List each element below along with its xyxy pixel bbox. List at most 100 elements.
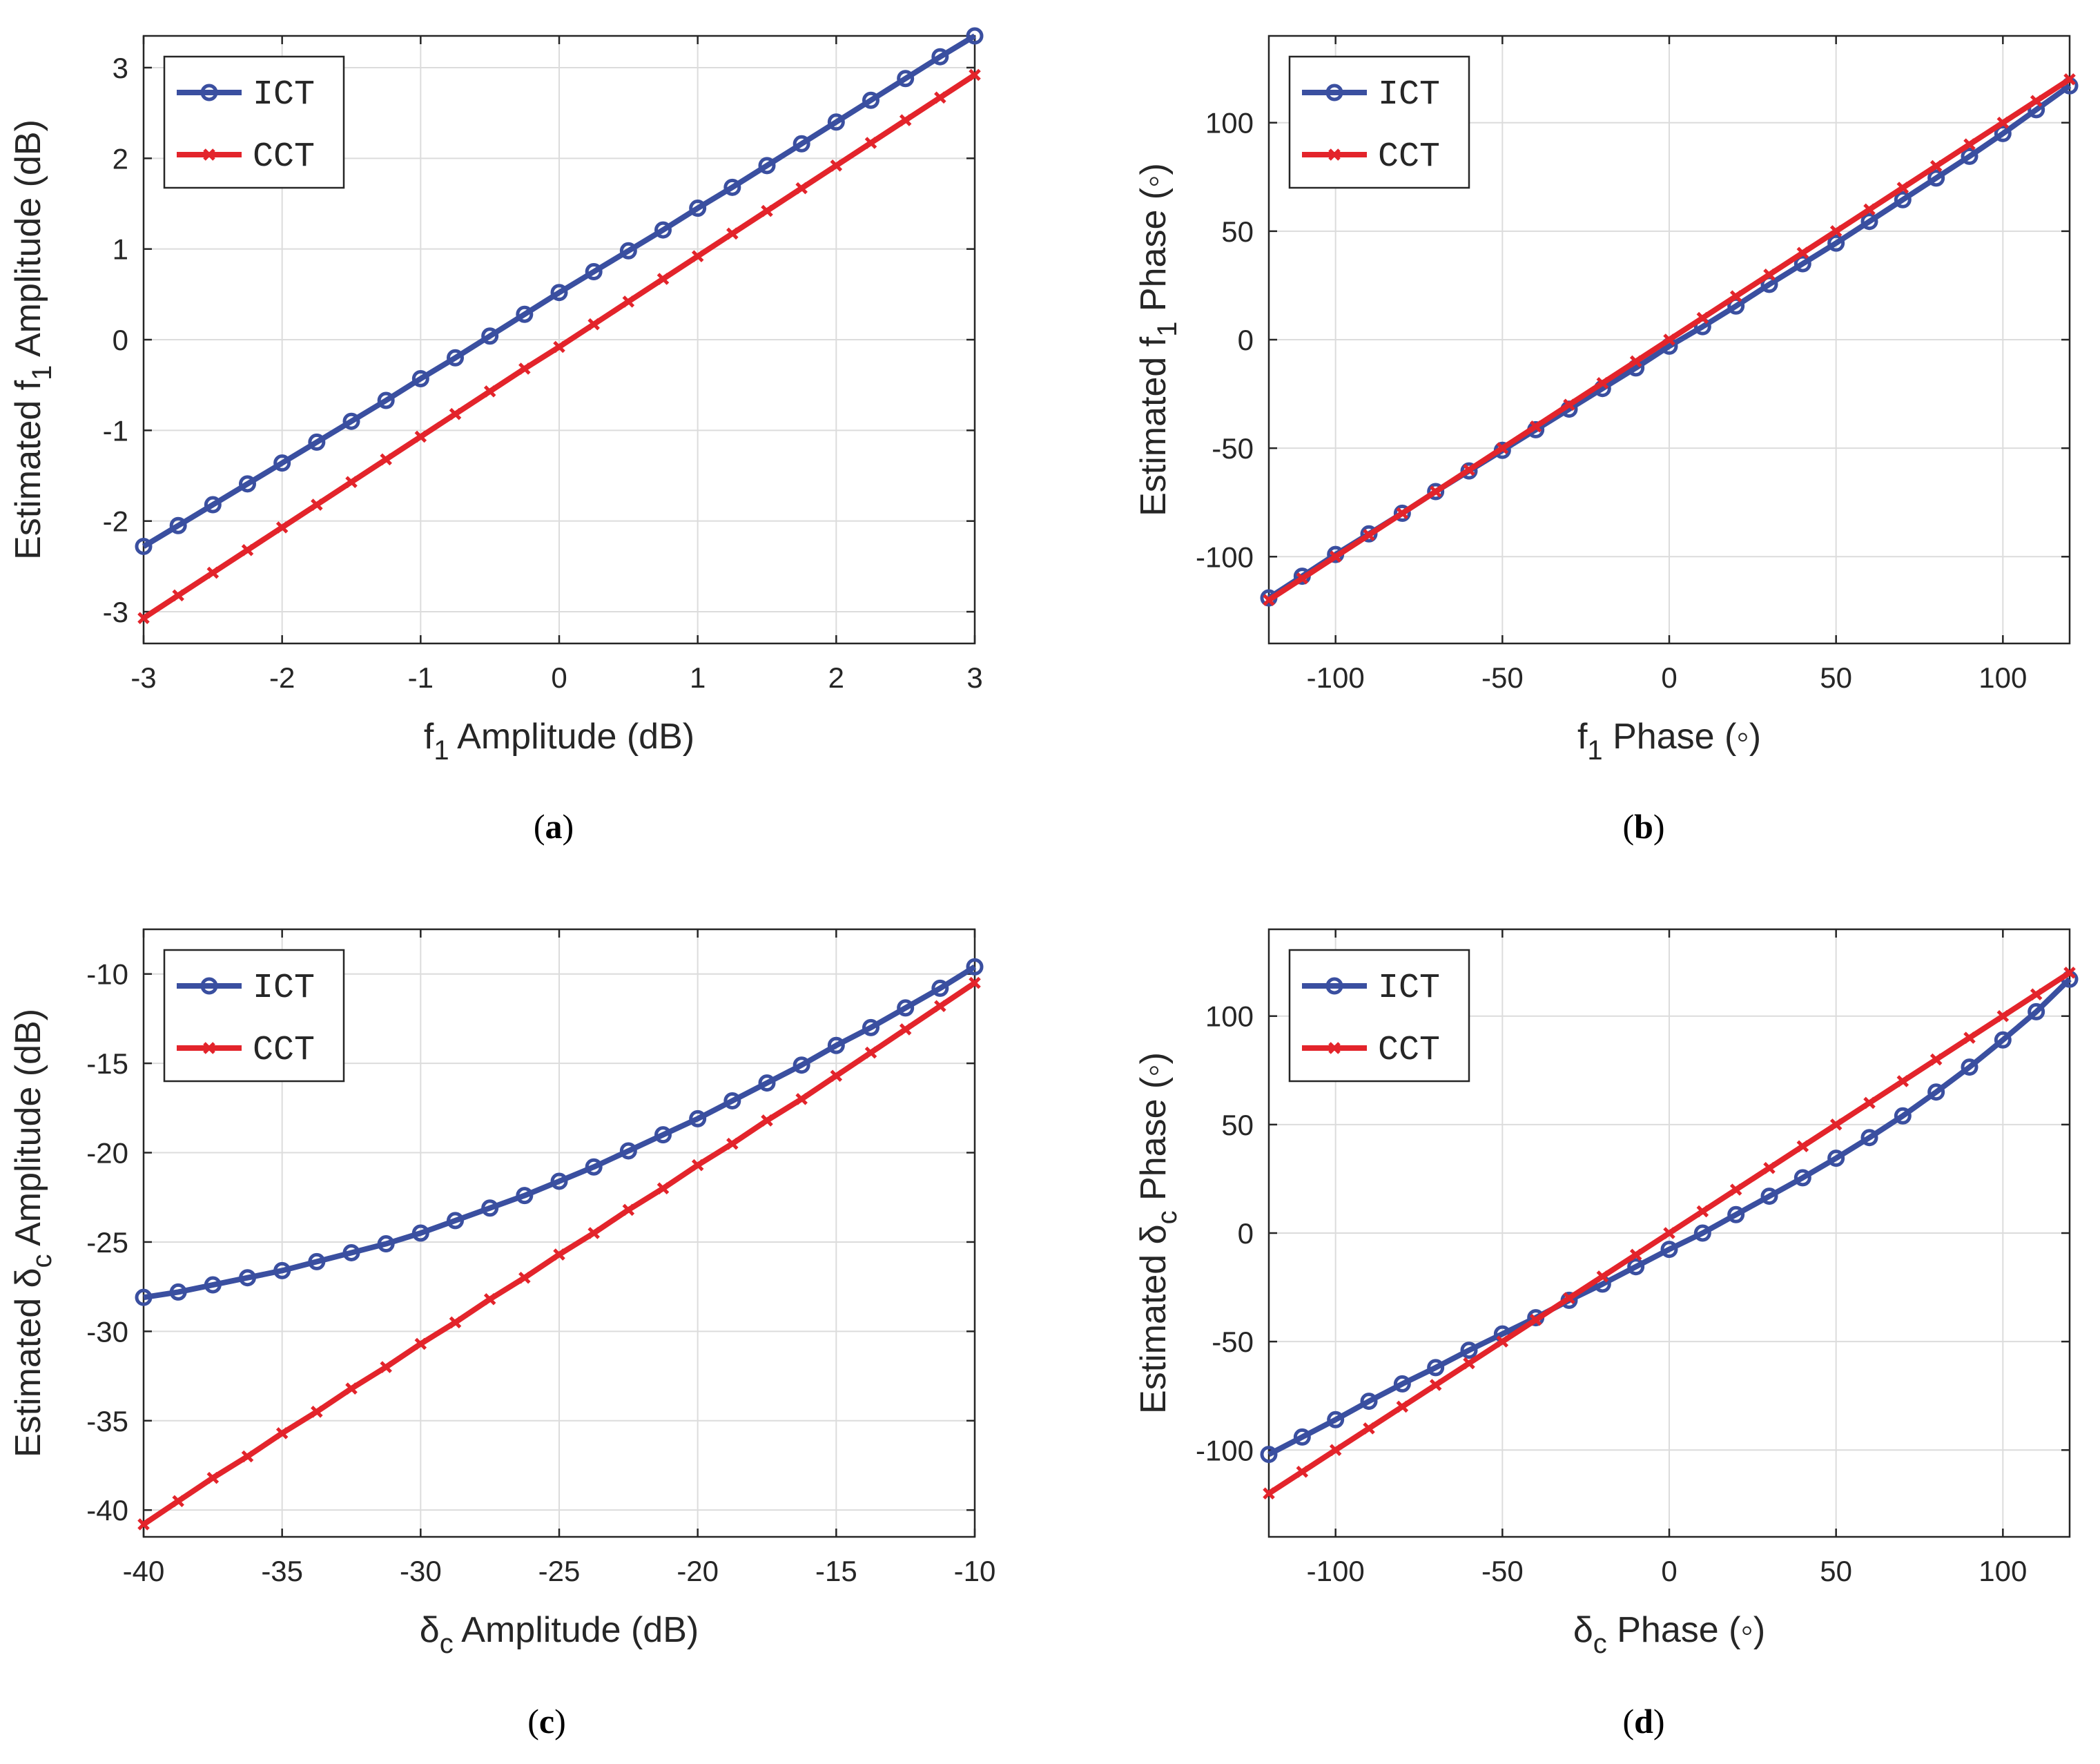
legend: ICT CCT [163,55,345,189]
legend-marker-ict [1325,84,1343,101]
legend-marker-ict [200,977,218,995]
y-tick-label: 0 [113,324,128,356]
data-point-cct [1563,1292,1575,1305]
data-point-cct [1396,1400,1409,1413]
data-point-ict [2028,1002,2045,1020]
x-tick-label: 50 [1820,661,1852,694]
data-point-ict [1360,1393,1378,1411]
data-point-cct [1696,311,1709,324]
x-axis-label: δc Amplitude (dB) [420,1610,699,1659]
data-point-cct [553,1248,565,1261]
data-point-ict [411,369,429,387]
data-point-ict [619,1142,637,1160]
x-tick-label: -100 [1307,1555,1365,1587]
data-point-ict [966,27,984,45]
data-point-cct [414,1337,427,1350]
data-point-cct [830,159,843,172]
x-tick-label: 100 [1979,1555,2027,1587]
x-tick-label: 3 [966,661,982,694]
data-point-cct [969,68,981,81]
y-tick-label: -15 [86,1047,128,1080]
legend-box [163,949,345,1083]
y-tick-label: 1 [113,233,128,266]
data-point-ict [411,1224,429,1242]
y-tick-label: 50 [1221,1109,1254,1141]
data-point-cct [899,1023,912,1036]
data-point-cct [1529,1313,1542,1326]
data-point-ict [1827,234,1845,252]
data-point-cct [1396,507,1409,520]
data-point-cct [622,295,635,308]
data-point-ict [862,1018,879,1036]
data-point-ict [239,475,256,493]
x-tick-label: -50 [1481,661,1524,694]
data-point-cct [241,1450,254,1463]
data-point-ict [1760,1188,1778,1205]
legend: ICT CCT [163,949,345,1083]
data-point-ict [1927,1083,1945,1101]
data-point-cct [553,340,565,353]
legend-label: CCT [1378,1031,1440,1070]
data-point-ict [447,1212,464,1230]
data-point-cct [587,1227,600,1239]
legend-marker-cct [1328,148,1341,161]
data-point-cct [1363,529,1375,541]
data-point-cct [137,612,150,624]
x-axis-label: f1 Amplitude (dB) [424,717,694,766]
data-point-cct [795,182,808,195]
y-tick-label: 50 [1221,215,1254,248]
data-point-ict [135,537,153,555]
data-point-ict [1460,462,1478,480]
data-point-cct [691,1159,704,1172]
legend-marker-cct [1328,1042,1341,1054]
legend-label: CCT [1378,137,1440,177]
data-point-cct [206,1471,220,1484]
y-tick-label: 0 [1238,324,1254,356]
data-point-cct [1963,138,1976,151]
x-tick-label: -25 [538,1555,581,1587]
y-tick-label: 3 [113,52,128,84]
data-point-ict [239,1269,256,1287]
data-point-ict [654,1126,672,1144]
data-point-cct [449,1316,462,1329]
data-point-ict [793,1056,810,1074]
data-point-cct [1696,1205,1709,1218]
data-point-cct [1263,1487,1275,1500]
chart-a: -3 -2 -1 0 1 2 3 -3 -2 -1 0 1 2 3 f1 Amplitude (dB) Est… [8,27,984,766]
data-point-ict [169,1283,187,1301]
data-point-ict [827,1036,845,1054]
data-point-cct [1663,1227,1675,1239]
data-point-ict [1927,169,1945,187]
data-point-cct [657,1182,670,1195]
data-point-cct [1663,333,1675,346]
data-point-ict [1827,1150,1845,1167]
data-point-cct [795,1093,808,1105]
x-tick-label: -50 [1481,1555,1524,1587]
data-point-cct [311,498,323,511]
data-point-ict [793,135,810,153]
data-point-ict [516,1187,534,1205]
legend-box [163,55,345,189]
data-point-cct [1763,1161,1776,1174]
data-point-cct [1429,485,1442,498]
data-point-cct [380,1361,392,1373]
data-point-ict [169,516,187,534]
y-tick-label: -30 [86,1315,128,1348]
legend-label: ICT [1378,969,1440,1008]
series-cct [1263,967,2076,1500]
data-point-cct [1929,1053,1943,1066]
data-point-cct [587,318,600,331]
x-tick-label: -40 [123,1555,165,1587]
data-point-ict [1994,1031,2012,1049]
data-point-cct [1263,594,1275,606]
series-line-ict [1267,977,2072,1457]
data-point-cct [1596,1270,1609,1283]
data-point-ict [481,327,499,345]
caption-c: (c) [527,1702,566,1741]
data-point-cct [1729,1183,1742,1196]
data-point-ict [897,999,915,1017]
data-point-cct [934,1000,946,1013]
data-point-ict [550,284,568,302]
chart-b: -100 -50 0 50 100 -100 -50 0 50 100 f1 Phase (◦) Es… [1134,35,2079,766]
x-tick-label: 0 [1661,661,1677,694]
